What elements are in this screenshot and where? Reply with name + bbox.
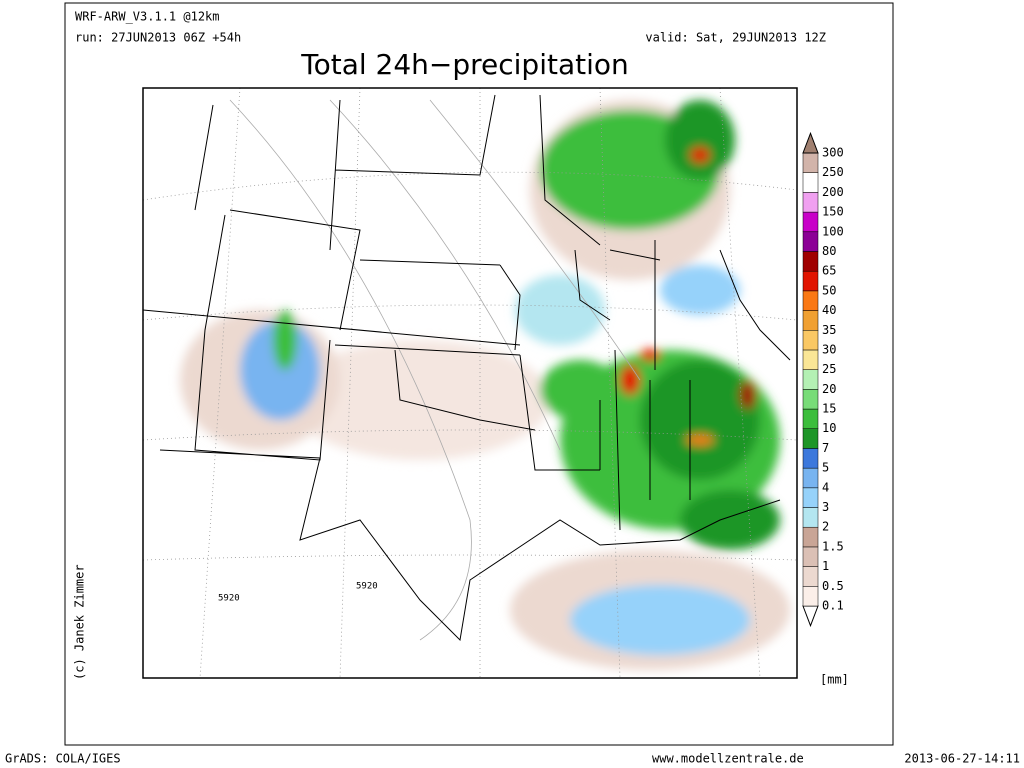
- colorbar-box: [802, 448, 819, 469]
- colorbar-box: [802, 467, 819, 489]
- colorbar-label: 2: [822, 520, 829, 534]
- colorbar-label: 20: [822, 382, 836, 396]
- colorbar-box: [802, 192, 819, 213]
- map: 5920 5920: [143, 88, 797, 678]
- colorbar-label: 150: [822, 205, 844, 219]
- colorbar-box: [802, 369, 819, 390]
- colorbar-label: 200: [822, 185, 844, 199]
- colorbar-label: 250: [822, 165, 844, 179]
- contour-label: 5920: [218, 594, 240, 604]
- colorbar-label: 25: [822, 362, 836, 376]
- footer-left: GrADS: COLA/IGES: [5, 752, 121, 766]
- colorbar-label: 300: [822, 146, 844, 160]
- valid-label: valid: Sat, 29JUN2013 12Z: [645, 31, 826, 45]
- colorbar-box: [802, 349, 819, 370]
- colorbar-box: [802, 526, 819, 548]
- credit: (c) Janek Zimmer: [73, 564, 87, 680]
- frame: [64, 2, 894, 746]
- geopotential-contours: [229, 99, 641, 641]
- colorbar-box: [802, 428, 819, 449]
- run-label: run: 27JUN2013 06Z +54h: [75, 31, 241, 45]
- colorbar-box: [802, 172, 819, 193]
- colorbar-below: [802, 605, 819, 628]
- colorbar-label: 0.1: [822, 599, 844, 613]
- colorbar-label: 10: [822, 421, 836, 435]
- map-title: Total 24h−precipitation: [300, 48, 629, 81]
- unit-label: [mm]: [820, 673, 849, 687]
- colorbar-label: 30: [822, 342, 836, 356]
- colorbar-box: [802, 507, 819, 528]
- colorbar-box: [802, 487, 819, 508]
- colorbar-label: 7: [822, 441, 829, 455]
- colorbar-box: [802, 330, 819, 351]
- colorbar-label: 1: [822, 559, 829, 573]
- precipitation-field: [180, 100, 790, 670]
- colorbar-label: 15: [822, 402, 836, 416]
- colorbar-box: [802, 251, 819, 272]
- colorbar-above: [802, 131, 819, 154]
- colorbar-box: [802, 408, 819, 429]
- colorbar-label: 0.5: [822, 579, 844, 593]
- colorbar-box: [802, 310, 819, 331]
- colorbar-label: 5: [822, 461, 829, 475]
- colorbar-box: [802, 152, 819, 173]
- lat-lon-grid: [143, 88, 797, 678]
- colorbar-label: 50: [822, 283, 836, 297]
- colorbar-box: [802, 290, 819, 311]
- colorbar-label: 80: [822, 244, 836, 258]
- map-border: [142, 87, 798, 679]
- colorbar: 0.1 0.5 1 1.5 2 3 4 5 7 10 15 20 25 30 35 40 50 65 80 100 15…: [802, 131, 844, 628]
- colorbar-label: 3: [822, 500, 829, 514]
- state-borders: [143, 94, 791, 642]
- colorbar-box: [802, 566, 819, 587]
- colorbar-box: [802, 586, 819, 607]
- colorbar-label: 40: [822, 303, 836, 317]
- footer-center: www.modellzentrale.de: [652, 752, 804, 766]
- colorbar-box: [802, 546, 819, 567]
- colorbar-label: 100: [822, 224, 844, 238]
- colorbar-label: 65: [822, 264, 836, 278]
- colorbar-box: [802, 270, 819, 292]
- colorbar-label: 1.5: [822, 539, 844, 553]
- model-label: WRF-ARW_V3.1.1 @12km: [75, 10, 220, 24]
- colorbar-label: 4: [822, 480, 829, 494]
- colorbar-box: [802, 231, 819, 252]
- contour-label: 5920: [356, 582, 378, 592]
- colorbar-box: [802, 389, 819, 410]
- colorbar-label: 35: [822, 323, 836, 337]
- footer-right: 2013-06-27-14:11: [904, 752, 1020, 766]
- colorbar-box: [802, 211, 819, 233]
